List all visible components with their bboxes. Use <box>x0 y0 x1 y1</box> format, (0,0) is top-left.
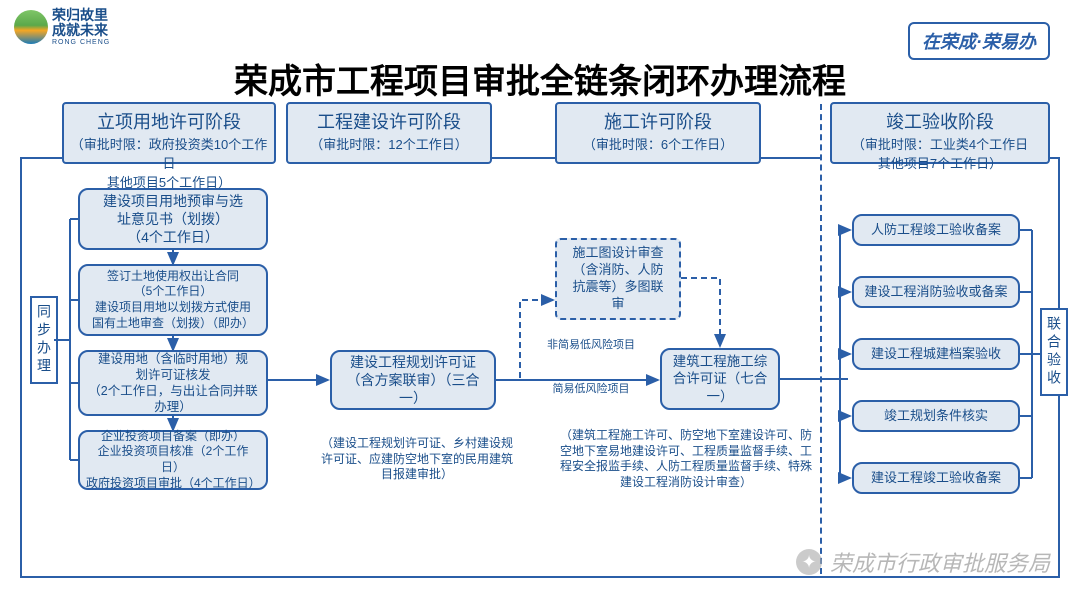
node-c2: 建设工程消防验收或备案 <box>852 276 1020 308</box>
desc-e1: 非简易低风险项目 <box>536 338 646 352</box>
stage-2-header: 工程建设许可阶段 （审批时限：12个工作日） <box>286 102 492 164</box>
stage-4-title: 竣工验收阶段 <box>838 108 1042 134</box>
stage-1-header: 立项用地许可阶段 （审批时限：政府投资类10个工作日 其他项目5个工作日） <box>62 102 276 164</box>
node-a2: 签订土地使用权出让合同 （5个工作日） 建设项目用地以划拨方式使用 国有土地审查… <box>78 264 268 336</box>
logo: 荣归故里 成就未来 RONG CHENG <box>14 8 110 46</box>
stage-3-sub: （审批时限：6个工作日） <box>563 134 753 153</box>
desc-d1: （建设工程规划许可证、乡村建设规 许可证、应建防空地下室的民用建筑 目报建审批） <box>302 436 532 483</box>
stage-4-sub1: （审批时限：工业类4个工作日 <box>838 134 1042 153</box>
stage-1-sub1: （审批时限：政府投资类10个工作日 <box>70 134 268 172</box>
side-label-right: 联合验收 <box>1040 308 1068 396</box>
logo-sub: RONG CHENG <box>52 39 110 46</box>
node-a1: 建设项目用地预审与选 址意见书（划拨） （4个工作日） <box>78 188 268 250</box>
node-b2: 施工图设计审查 （含消防、人防 抗震等）多图联 审 <box>555 238 681 320</box>
logo-line1: 荣归故里 <box>52 8 110 23</box>
logo-icon <box>14 10 48 44</box>
node-c4: 竣工规划条件核实 <box>852 400 1020 432</box>
stage-3-title: 施工许可阶段 <box>563 108 753 134</box>
stage-4-sub2: 其他项目7个工作日） <box>838 153 1042 172</box>
stage-2-title: 工程建设许可阶段 <box>294 108 484 134</box>
side-label-left: 同步办理 <box>30 296 58 384</box>
stage-1-title: 立项用地许可阶段 <box>70 108 268 134</box>
node-b1: 建设工程规划许可证 （含方案联审）（三合一） <box>330 350 496 410</box>
node-c3: 建设工程城建档案验收 <box>852 338 1020 370</box>
stage-4-header: 竣工验收阶段 （审批时限：工业类4个工作日 其他项目7个工作日） <box>830 102 1050 164</box>
stage-divider <box>820 104 822 574</box>
stage-2-sub: （审批时限：12个工作日） <box>294 134 484 153</box>
logo-line2: 成就未来 <box>52 23 110 38</box>
node-c1: 人防工程竣工验收备案 <box>852 214 1020 246</box>
node-a4: 企业投资项目备案（即办） 企业投资项目核准（2个工作日） 政府投资项目审批（4个… <box>78 430 268 490</box>
desc-e2: 简易低风险项目 <box>536 382 646 396</box>
node-b3: 建筑工程施工综 合许可证（七合 一） <box>660 348 780 410</box>
node-c5: 建设工程竣工验收备案 <box>852 462 1020 494</box>
main-title: 荣成市工程项目审批全链条闭环办理流程 <box>0 54 1080 103</box>
desc-d2: （建筑工程施工许可、防空地下室建设许可、防 空地下室易地建设许可、工程质量监督手… <box>538 428 834 490</box>
node-a3: 建设用地（含临时用地）规 划许可证核发 （2个工作日，与出让合同并联办理） <box>78 350 268 416</box>
stage-3-header: 施工许可阶段 （审批时限：6个工作日） <box>555 102 761 164</box>
